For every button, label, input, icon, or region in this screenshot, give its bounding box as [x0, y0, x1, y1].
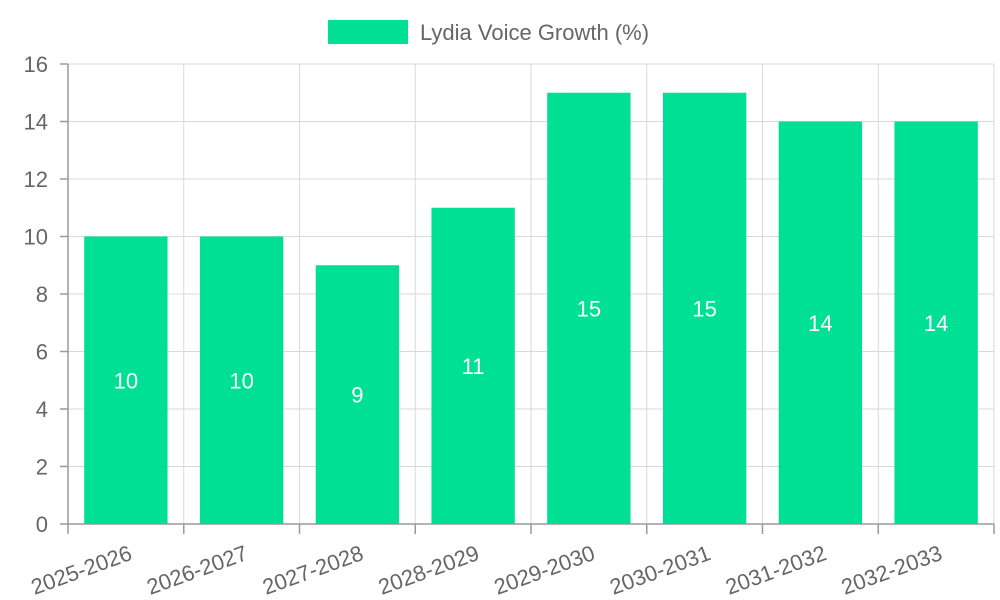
- bar-2030-2031: [662, 92, 747, 524]
- x-tick-label: 2026-2027: [143, 540, 250, 599]
- bar-2025-2026: [84, 236, 168, 524]
- bar-2027-2028: [315, 265, 400, 524]
- bars: [84, 92, 978, 524]
- bar-2031-2032: [778, 121, 863, 524]
- y-tick-label: 10: [24, 225, 48, 250]
- data-label: 14: [808, 311, 832, 336]
- x-tick-label: 2025-2026: [28, 540, 135, 599]
- x-tick-label: 2032-2033: [838, 540, 945, 599]
- data-labels: 10 10 9 11 15 15 14 14: [114, 296, 949, 407]
- data-label: 10: [229, 368, 253, 393]
- data-label: 10: [114, 368, 138, 393]
- x-tick-label: 2031-2032: [722, 540, 829, 599]
- legend-swatch: [328, 20, 408, 44]
- y-tick-label: 4: [36, 397, 48, 422]
- data-label: 11: [462, 354, 485, 379]
- y-tick-label: 0: [36, 512, 48, 537]
- data-label: 15: [692, 296, 716, 321]
- y-tick-label: 14: [24, 110, 48, 135]
- y-tick-label: 2: [36, 455, 48, 480]
- x-tick-label: 2030-2031: [606, 540, 713, 599]
- bar-2028-2029: [431, 207, 515, 524]
- y-axis-tick-labels: 0 2 4 6 8 10 12 14 16: [24, 52, 48, 537]
- x-tick-label: 2029-2030: [491, 540, 598, 599]
- legend: Lydia Voice Growth (%): [328, 20, 649, 45]
- y-tick-label: 16: [24, 52, 48, 77]
- y-tick-label: 8: [36, 282, 48, 307]
- bar-2026-2027: [199, 236, 284, 524]
- data-label: 15: [577, 296, 601, 321]
- bar-2029-2030: [547, 92, 631, 524]
- x-axis-tick-labels: 2025-2026 2026-2027 2027-2028 2028-2029 2029…: [28, 540, 946, 599]
- x-tick-label: 2027-2028: [259, 540, 366, 599]
- legend-label: Lydia Voice Growth (%): [420, 20, 649, 45]
- bar-2032-2033: [894, 121, 978, 524]
- y-tick-label: 12: [24, 167, 48, 192]
- x-tick-label: 2028-2029: [375, 540, 482, 599]
- y-tick-label: 6: [36, 340, 48, 365]
- data-label: 9: [351, 383, 363, 408]
- data-label: 14: [924, 311, 948, 336]
